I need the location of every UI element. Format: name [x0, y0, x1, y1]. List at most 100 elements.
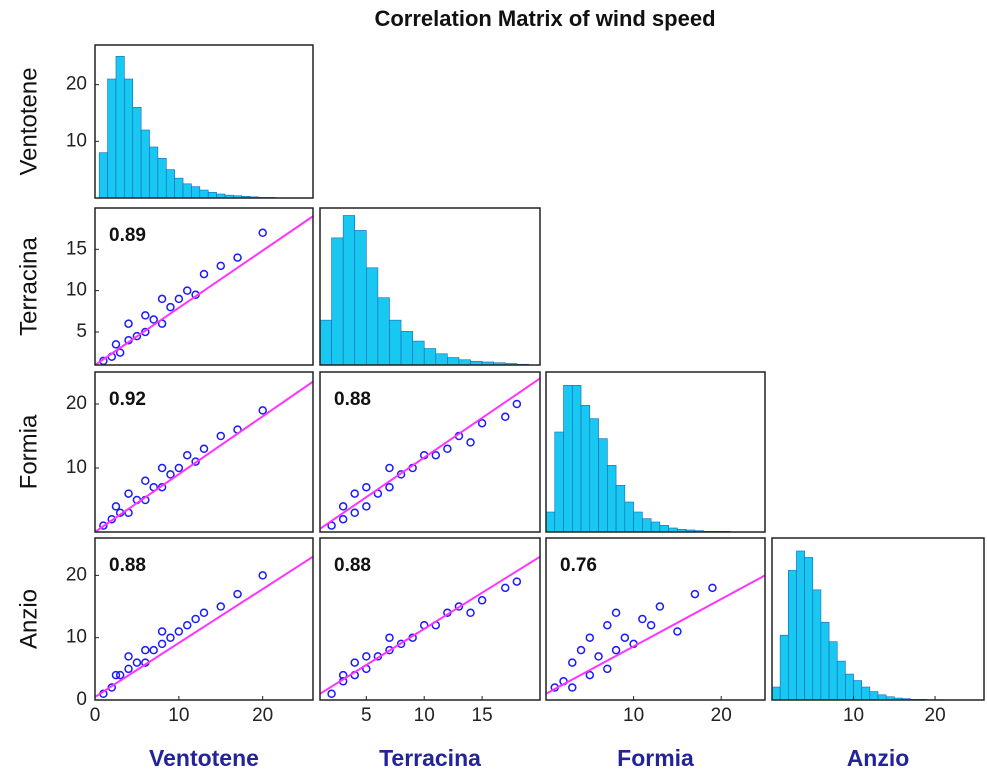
hist-bar: [436, 354, 448, 365]
chart-title: Correlation Matrix of wind speed: [374, 6, 715, 31]
hist-bar: [158, 158, 166, 198]
scatter-point: [569, 684, 576, 691]
hist-bar: [862, 687, 870, 700]
panel: [320, 215, 528, 365]
hist-bar: [191, 187, 199, 198]
hist-bar: [320, 320, 332, 365]
scatter-point: [351, 490, 358, 497]
x-tick-label: 20: [711, 705, 732, 726]
y-tick-label: 5: [76, 321, 87, 342]
scatter-point: [639, 616, 646, 623]
hist-bar: [642, 519, 651, 532]
scatter-point: [467, 439, 474, 446]
scatter-point: [184, 452, 191, 459]
scatter-point: [217, 433, 224, 440]
y-tick-label: 10: [66, 457, 87, 478]
x-axis-label: Formia: [617, 745, 694, 771]
x-tick-label: 10: [414, 705, 435, 726]
scatter-point: [259, 407, 266, 414]
hist-bar: [780, 635, 788, 700]
hist-bar: [788, 570, 796, 700]
hist-bar: [813, 590, 821, 700]
scatter-point: [217, 603, 224, 610]
scatter-point: [386, 465, 393, 472]
scatter-point: [125, 320, 132, 327]
y-tick-label: 10: [66, 130, 87, 151]
hist-bar: [413, 341, 425, 365]
scatter-point: [201, 445, 208, 452]
hist-bar: [424, 349, 436, 365]
hist-bar: [651, 522, 660, 532]
correlation-label: 0.92: [109, 389, 146, 410]
hist-bar: [870, 692, 878, 700]
scatter-point: [112, 341, 119, 348]
hist-bar: [166, 170, 174, 198]
scatter-point: [363, 484, 370, 491]
hist-bar: [625, 502, 634, 532]
scatter-point: [133, 659, 140, 666]
scatter-point: [184, 622, 191, 629]
hist-bar: [343, 215, 355, 365]
hist-bar: [564, 385, 573, 532]
scatter-point: [167, 304, 174, 311]
scatter-point: [386, 484, 393, 491]
panel: [95, 557, 313, 698]
hist-bar: [378, 298, 390, 365]
hist-bar: [878, 695, 886, 700]
x-tick-label: 5: [361, 705, 372, 726]
hist-bar: [607, 465, 616, 532]
hist-bar: [772, 687, 780, 700]
hist-bar: [447, 358, 459, 365]
y-axis-label: Formia: [15, 414, 42, 489]
scatter-point: [192, 616, 199, 623]
x-axis-label: Ventotene: [149, 745, 259, 771]
scatter-point: [613, 647, 620, 654]
hist-bar: [208, 192, 216, 198]
y-axis-label: Anzio: [15, 589, 42, 649]
y-axis-label: Terracina: [15, 237, 42, 336]
scatter-point: [513, 401, 520, 408]
hist-bar: [821, 622, 829, 700]
hist-bar: [389, 320, 401, 365]
hist-bar: [599, 439, 608, 532]
hist-bar: [124, 79, 132, 198]
hist-bar: [590, 419, 599, 532]
x-tick-label: 10: [168, 705, 189, 726]
hist-bar: [99, 153, 107, 198]
scatter-point: [340, 503, 347, 510]
scatter-point: [234, 591, 241, 598]
correlation-label: 0.88: [334, 389, 371, 410]
hist-bar: [401, 331, 413, 365]
hist-bar: [572, 385, 581, 532]
scatter-point: [569, 659, 576, 666]
hist-bar: [581, 405, 590, 532]
panel: [772, 551, 943, 700]
scatter-point: [125, 653, 132, 660]
scatter-point: [502, 413, 509, 420]
x-axis-label: Terracina: [379, 745, 481, 771]
scatter-point: [595, 653, 602, 660]
scatter-point: [159, 640, 166, 647]
scatter-point: [578, 647, 585, 654]
scatter-point: [167, 471, 174, 478]
x-tick-label: 15: [472, 705, 493, 726]
scatter-point: [479, 597, 486, 604]
scatter-point: [112, 503, 119, 510]
scatter-point: [125, 665, 132, 672]
scatter-point: [467, 609, 474, 616]
x-tick-label: 0: [90, 705, 101, 726]
scatter-point: [184, 287, 191, 294]
y-tick-label: 10: [66, 280, 87, 301]
scatter-point: [175, 295, 182, 302]
scatter-point: [159, 465, 166, 472]
x-tick-label: 10: [623, 705, 644, 726]
scatter-point: [201, 609, 208, 616]
hist-bar: [116, 56, 124, 198]
x-tick-label: 20: [925, 705, 946, 726]
scatter-point: [259, 572, 266, 579]
hist-bar: [366, 268, 378, 365]
correlation-label: 0.88: [109, 555, 146, 576]
scatter-point: [432, 452, 439, 459]
scatter-point: [586, 634, 593, 641]
